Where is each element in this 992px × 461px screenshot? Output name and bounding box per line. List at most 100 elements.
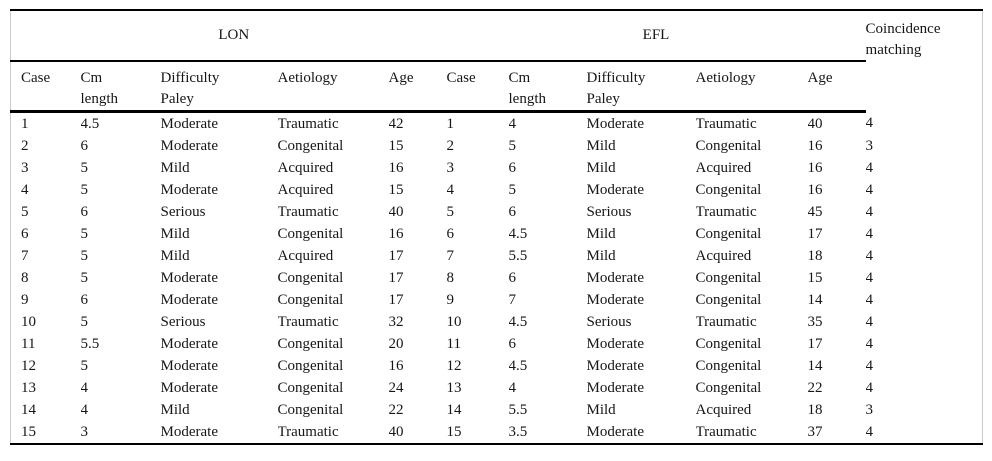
table-cell: Moderate: [586, 380, 644, 396]
table-cell: 4: [865, 314, 874, 330]
column-header-lon-age: Age: [388, 61, 447, 113]
group-header-efl: EFL: [446, 10, 866, 62]
table-cell: 17: [388, 248, 404, 264]
table-cell: 5.5: [80, 336, 100, 352]
table-cell: 15: [388, 182, 404, 198]
table-row: 11 5.5 Moderate Congenital 20 11 6 Moderate Cong…: [11, 333, 983, 355]
table-cell: 6: [446, 226, 455, 242]
table-cell: Mild: [586, 226, 616, 242]
table-cell: Moderate: [160, 270, 218, 286]
table-cell: Moderate: [160, 116, 218, 132]
table-cell: 14: [446, 402, 462, 418]
table-cell: 4: [80, 380, 89, 396]
table-cell: 9: [446, 292, 455, 308]
group-header-row: LON EFL Coincidence matching: [10, 10, 983, 62]
table-cell: 5: [446, 204, 455, 220]
table-cell: Mild: [586, 160, 616, 176]
table-cell: 6: [508, 204, 517, 220]
table-cell: Serious: [160, 314, 206, 330]
table-cell: 6: [21, 226, 29, 242]
table-cell: 17: [807, 336, 823, 352]
table-cell: Congenital: [695, 138, 762, 154]
table-cell: 10: [446, 314, 462, 330]
table-cell: Serious: [586, 314, 632, 330]
table-cell: 16: [388, 160, 404, 176]
table-cell: 3: [21, 160, 29, 176]
table-cell: 9: [21, 292, 29, 308]
table-row: 2 6 Moderate Congenital 15 2 5 Mild Congenital 16…: [11, 135, 983, 157]
table-cell: 4: [865, 204, 874, 220]
table-cell: 12: [21, 358, 36, 374]
table-cell: 7: [21, 248, 29, 264]
table-cell: 4: [865, 336, 874, 352]
table-cell: Mild: [586, 248, 616, 264]
table-cell: 2: [446, 138, 455, 154]
coincidence-matching-header: Coincidence matching: [865, 21, 941, 58]
table-cell: Moderate: [160, 336, 218, 352]
table-cell: 3.5: [508, 424, 528, 440]
table-cell: 8: [21, 270, 29, 286]
table-cell: 3: [865, 138, 874, 154]
table-cell: 8: [446, 270, 455, 286]
table-cell: 4: [865, 160, 874, 176]
table-cell: 4.5: [80, 116, 100, 132]
table-cell: 5: [80, 182, 89, 198]
table-cell: 42: [388, 116, 404, 132]
table-cell: 4: [865, 226, 874, 242]
table-cell: Congenital: [277, 138, 344, 154]
table-cell: 5: [21, 204, 29, 220]
table-cell: 14: [807, 292, 823, 308]
table-cell: 5: [80, 160, 89, 176]
column-header-efl-case: Case: [446, 61, 509, 113]
table-cell: Congenital: [695, 336, 762, 352]
table-cell: 16: [388, 226, 404, 242]
table-cell: 3: [80, 424, 89, 440]
table-row: 1 4.5 Moderate Traumatic 42 1 4 Moderate Traumat…: [11, 112, 983, 136]
table-cell: 20: [388, 336, 404, 352]
table-cell: 16: [807, 138, 823, 154]
table-cell: Traumatic: [277, 314, 339, 330]
table-row: 3 5 Mild Acquired 16 3 6 Mild Acquired 16 4: [11, 157, 983, 179]
table-cell: 5: [508, 138, 517, 154]
table-cell: Moderate: [586, 424, 644, 440]
table-cell: Moderate: [586, 116, 644, 132]
table-cell: Moderate: [586, 358, 644, 374]
table-cell: Congenital: [277, 270, 344, 286]
table-cell: 35: [807, 314, 823, 330]
table-cell: 5: [508, 182, 517, 198]
table-cell: 16: [388, 358, 404, 374]
table-cell: Moderate: [586, 336, 644, 352]
table-cell: 3: [446, 160, 455, 176]
table-cell: 4: [865, 182, 874, 198]
table-row: 8 5 Moderate Congenital 17 8 6 Moderate Congenit…: [11, 267, 983, 289]
table-cell: Acquired: [695, 402, 752, 418]
table-cell: Congenital: [695, 292, 762, 308]
table-cell: Congenital: [695, 358, 762, 374]
column-header-efl-cm-length: Cm length: [508, 61, 587, 113]
table-cell: Traumatic: [695, 204, 757, 220]
table-cell: Moderate: [160, 138, 218, 154]
table-cell: Congenital: [695, 226, 762, 242]
table-cell: 15: [388, 138, 404, 154]
table-cell: 40: [807, 116, 823, 132]
table-cell: Acquired: [695, 248, 752, 264]
table-cell: Moderate: [160, 380, 218, 396]
table-cell: 4: [865, 358, 874, 374]
table-cell: 4: [508, 380, 517, 396]
table-cell: 4: [865, 270, 874, 286]
table-cell: Congenital: [695, 380, 762, 396]
column-header-lon-case: Case: [10, 61, 81, 113]
table-cell: 13: [446, 380, 462, 396]
table-cell: 14: [21, 402, 36, 418]
table-cell: Acquired: [277, 248, 334, 264]
table-cell: 4: [865, 115, 874, 132]
table-cell: 45: [807, 204, 823, 220]
table-cell: 15: [446, 424, 462, 440]
table-cell: 16: [807, 182, 823, 198]
table-cell: 3: [865, 402, 874, 418]
table-cell: 6: [80, 138, 89, 154]
table-cell: 4: [80, 402, 89, 418]
table-row: 6 5 Mild Congenital 16 6 4.5 Mild Congenital 17 4: [11, 223, 983, 245]
table-cell: 18: [807, 402, 823, 418]
